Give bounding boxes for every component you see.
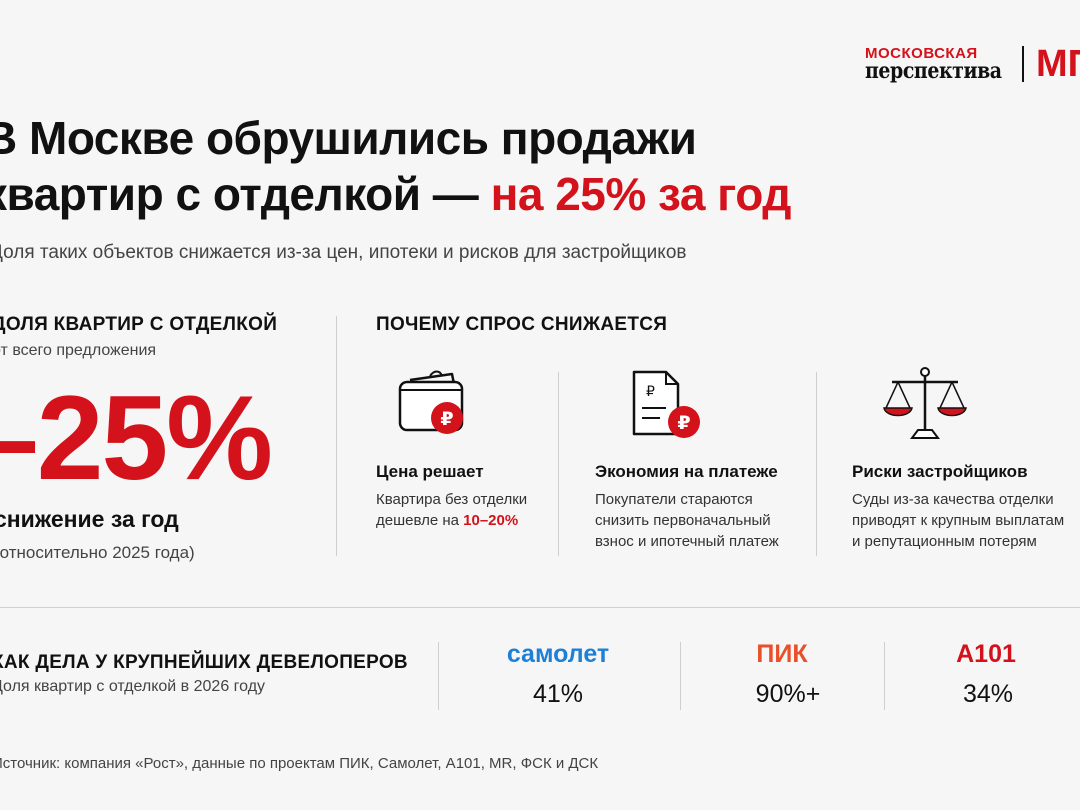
developer-name-pik: ПИК <box>756 640 808 668</box>
share-value: –25% <box>0 371 273 505</box>
wallet-ruble-icon: ₽ <box>398 370 464 434</box>
divider-reason-1 <box>558 372 559 556</box>
svg-text:₽: ₽ <box>677 412 690 434</box>
share-heading: ДОЛЯ КВАРТИР С ОТДЕЛКОЙ <box>0 314 278 335</box>
reason-text-1-line-2: дешевле на <box>376 512 464 529</box>
subtitle: Доля таких объектов снижается из-за цен,… <box>0 242 687 263</box>
reason-text-2-line-3: взнос и ипотечный платеж <box>595 533 779 550</box>
divider-dev-0 <box>438 642 439 710</box>
share-relative: (относительно 2025 года) <box>0 543 195 562</box>
reason-text-2-line-2: снизить первоначальный <box>595 512 771 529</box>
headline-line-2: квартир с отделкой — <box>0 168 491 220</box>
headline: В Москве обрушились продажи квартир с от… <box>0 110 791 222</box>
logo-divider <box>1022 46 1024 82</box>
reason-title-2: Экономия на платеже <box>595 462 778 481</box>
share-note: от всего предложения <box>0 342 157 359</box>
logo-mark: МП <box>1036 43 1080 85</box>
document-ruble-icon: ₽ ₽ <box>632 370 700 438</box>
logo-line-2: перспектива <box>865 58 1002 84</box>
headline-line-1: В Москве обрушились продажи <box>0 112 697 164</box>
developer-name-samolet: самолет <box>506 640 610 668</box>
developers-heading: КАК ДЕЛА У КРУПНЕЙШИХ ДЕВЕЛОПЕРОВ <box>0 652 408 673</box>
svg-text:₽: ₽ <box>646 384 655 400</box>
developer-share-pik: 90%+ <box>755 680 821 708</box>
source-note: Источник: компания «Рост», данные по про… <box>0 755 599 772</box>
reason-text-3-line-2: приводят к крупным выплатам <box>852 512 1065 529</box>
developers-subheading: Доля квартир с отделкой в 2026 году <box>0 678 266 695</box>
section-divider <box>0 607 1080 608</box>
reason-text-1: Квартира без отделки дешевле на 10–20% <box>376 489 527 531</box>
scales-icon <box>883 367 967 439</box>
developer-share-a101: 34% <box>962 680 1014 708</box>
reasons-heading: ПОЧЕМУ СПРОС СНИЖАЕТСЯ <box>376 314 668 335</box>
logo-line-1: МОСКОВСКАЯ <box>865 45 978 62</box>
developer-name-a101: А101 <box>956 640 1016 668</box>
reason-text-1-line-1: Квартира без отделки <box>376 491 528 508</box>
reason-title-1: Цена решает <box>376 462 484 481</box>
reason-title-3: Риски застройщиков <box>852 462 1028 481</box>
reason-text-2-line-1: Покупатели стараются <box>595 491 753 508</box>
developer-share-samolet: 41% <box>532 680 584 708</box>
divider-dev-2 <box>884 642 885 710</box>
headline-accent: на 25% за год <box>490 168 792 220</box>
divider-left <box>336 316 337 556</box>
reason-text-2: Покупатели стараются снизить первоначаль… <box>595 489 779 552</box>
reason-text-3-line-1: Суды из-за качества отделки <box>852 491 1054 508</box>
reason-text-3-line-3: и репутационным потерям <box>852 533 1037 550</box>
svg-text:₽: ₽ <box>440 408 453 430</box>
divider-reason-2 <box>816 372 817 556</box>
reason-text-3: Суды из-за качества отделки приводят к к… <box>852 489 1064 552</box>
reason-text-1-accent: 10–20% <box>463 512 519 529</box>
publisher-logo: МОСКОВСКАЯ перспектива МП <box>865 43 1080 85</box>
divider-dev-1 <box>680 642 681 710</box>
share-caption: снижение за год <box>0 506 179 532</box>
